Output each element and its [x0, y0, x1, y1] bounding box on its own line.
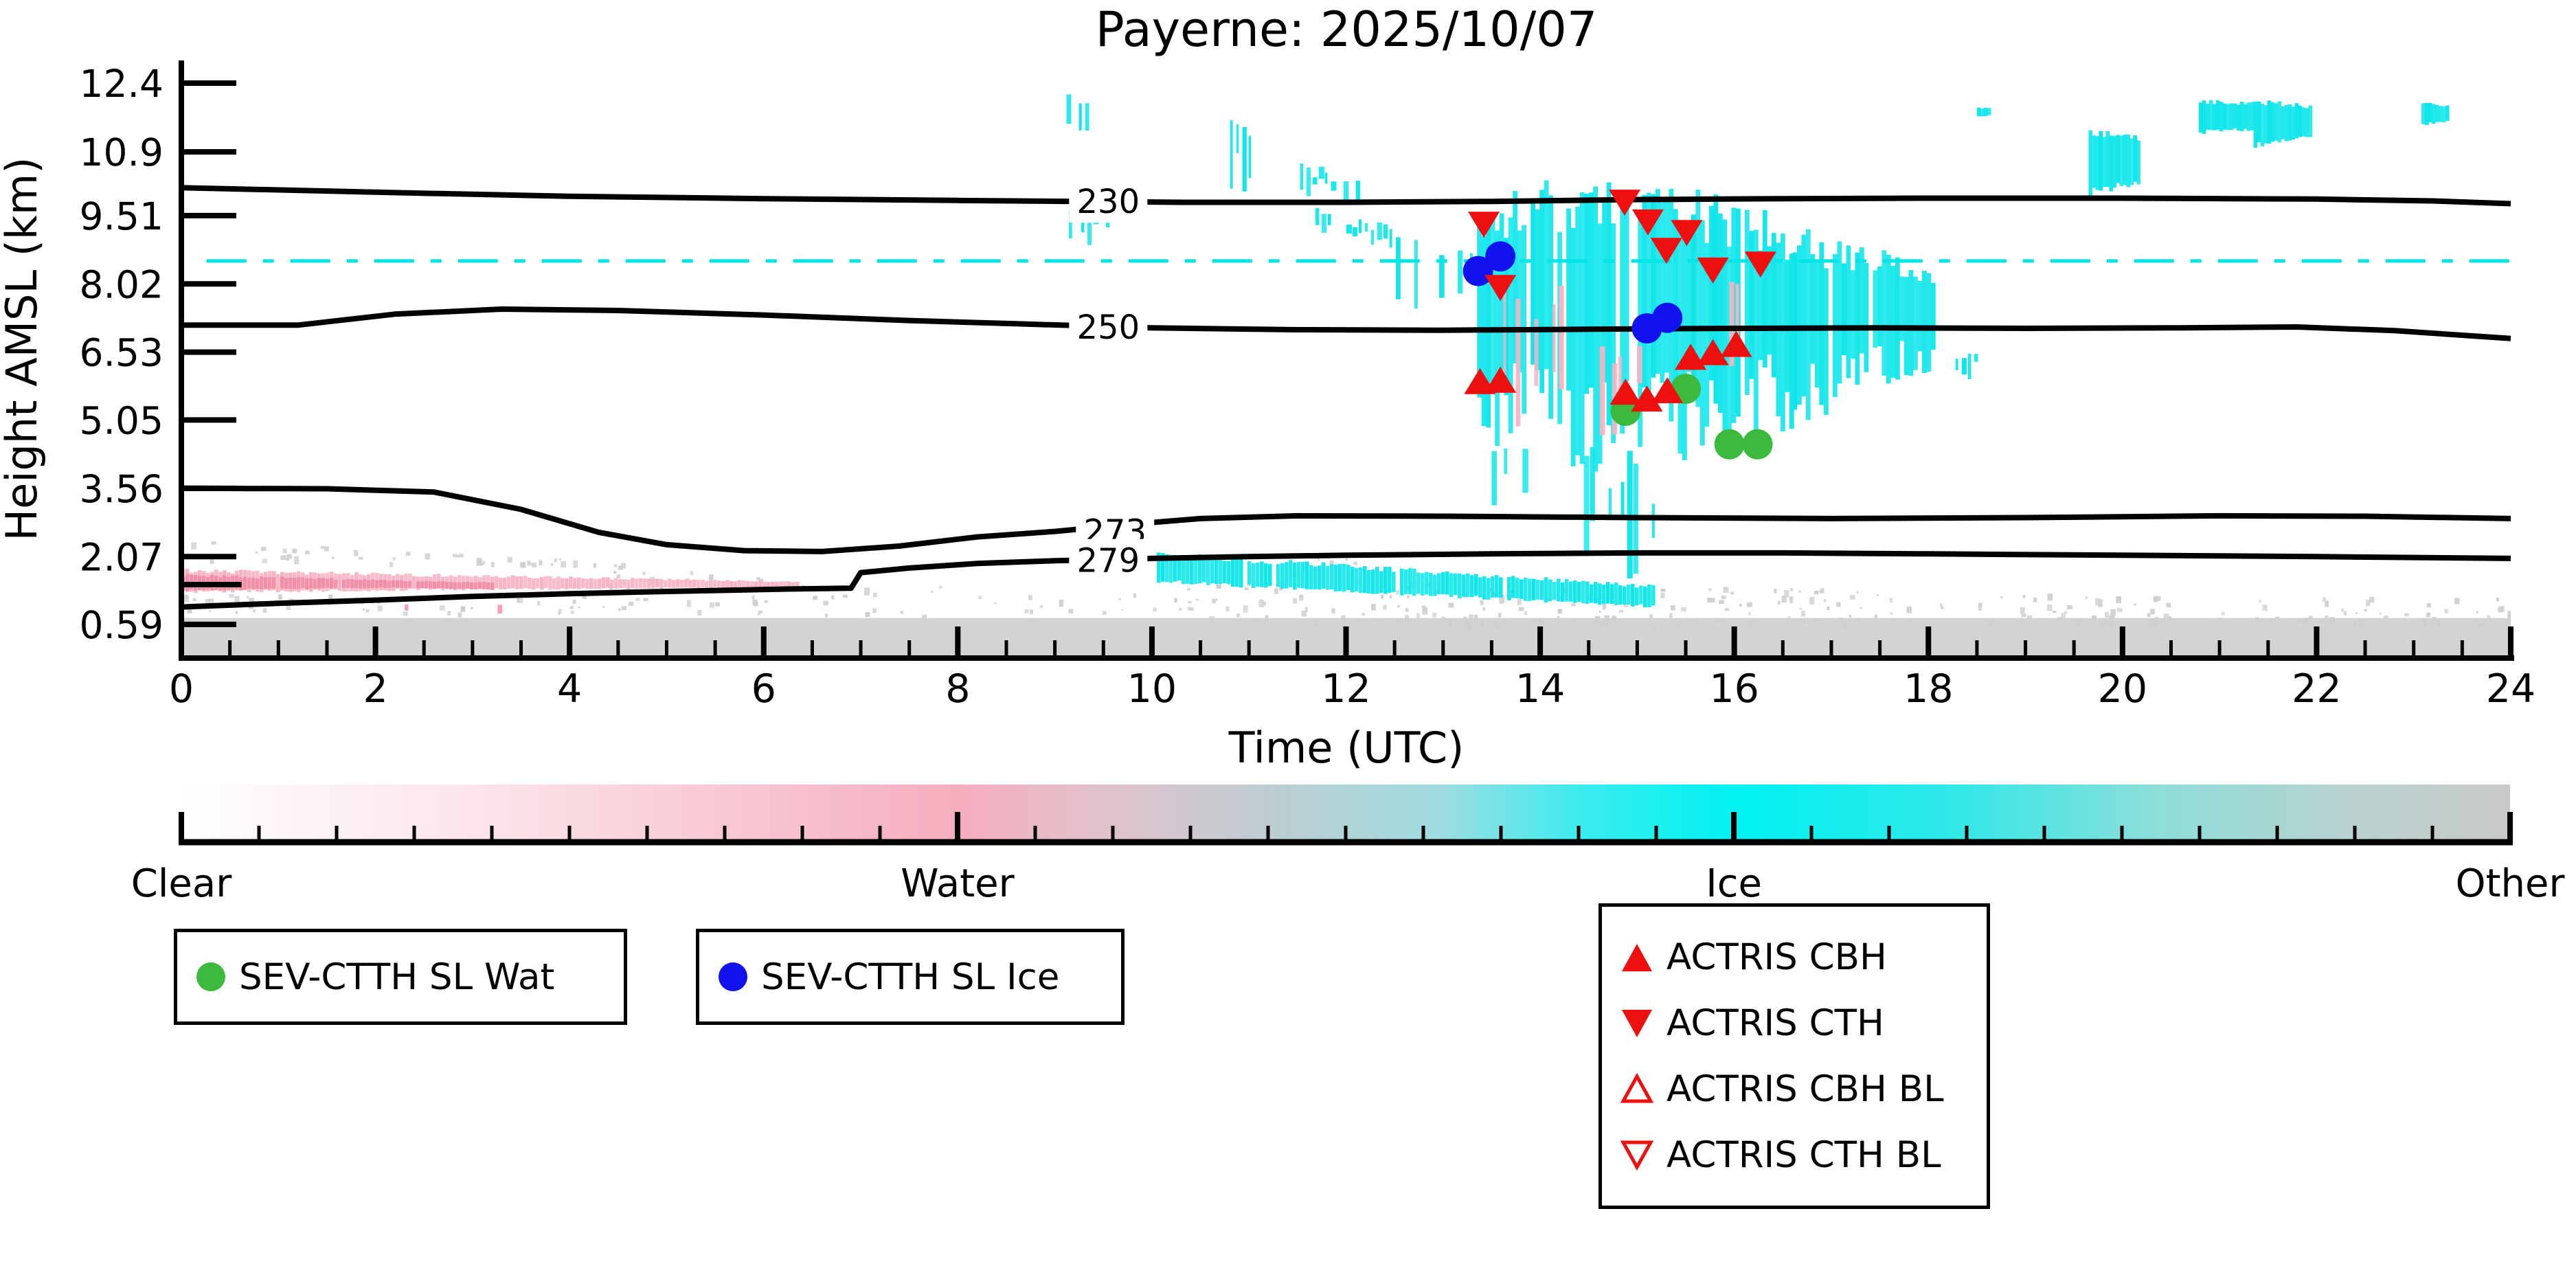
legend-label: SEV-CTTH SL Wat: [239, 956, 555, 998]
x-tick-label: 0: [169, 666, 194, 712]
cloud-classification-field: [183, 94, 2511, 655]
x-tick-label: 14: [1515, 666, 1566, 712]
triangle-down-filled-icon: [1622, 1009, 1652, 1037]
legend-actris: ACTRIS CBH ACTRIS CTH ACTRIS CBH BL ACTR…: [1598, 903, 1990, 1209]
legend-sev-ctth-ice: SEV-CTTH SL Ice: [696, 929, 1125, 1025]
triangle-up-filled-icon: [1622, 943, 1652, 971]
legend-row-actris-cth-bl: ACTRIS CTH BL: [1602, 1122, 1987, 1188]
legend-label: ACTRIS CTH: [1667, 1002, 1884, 1045]
y-tick-label: 2.07: [80, 535, 163, 579]
colorbar-label: Water: [901, 861, 1015, 906]
x-tick-label: 6: [752, 666, 776, 712]
x-tick-label: 16: [1709, 666, 1759, 712]
green-dot-icon: [196, 962, 225, 991]
isotherm-279: [181, 550, 2511, 610]
y-tick-label: 12.4: [80, 62, 163, 106]
x-tick-label: 18: [1903, 666, 1954, 712]
colorbar-label: Ice: [1706, 861, 1762, 906]
triangle-down-open-icon: [1620, 1140, 1654, 1171]
page-title: Payerne: 2025/10/07: [1095, 1, 1598, 58]
isotherm-label-250: 250: [1077, 308, 1140, 347]
y-tick-label: 8.02: [80, 262, 163, 306]
x-tick-label: 8: [945, 666, 970, 712]
legend-label: SEV-CTTH SL Ice: [761, 956, 1060, 998]
legend-label: ACTRIS CTH BL: [1667, 1133, 1941, 1176]
y-tick-label: 3.56: [80, 467, 163, 511]
x-tick-label: 4: [557, 666, 582, 712]
y-tick-label: 6.53: [80, 331, 163, 375]
x-axis-title: Time (UTC): [1228, 723, 1465, 773]
isotherm-label-279: 279: [1077, 542, 1140, 580]
y-tick-label: 9.51: [80, 194, 163, 238]
x-tick-label: 20: [2098, 666, 2148, 712]
axes: 0 2 4 6 8 10 12 14 16 18 20 22 2412.410.99.518.026.5…: [80, 60, 2536, 712]
marker-series-actris-cth: [1468, 190, 1776, 302]
x-tick-label: 12: [1321, 666, 1371, 712]
marker-series-actris-cbh: [1464, 330, 1752, 412]
isotherm-273: [181, 485, 2511, 554]
x-tick-label: 10: [1127, 666, 1177, 712]
marker-series-sev-ctth-sl-ice: [1462, 241, 1683, 343]
legend-sev-ctth-wat: SEV-CTTH SL Wat: [174, 929, 627, 1025]
legend-label: ACTRIS CBH BL: [1667, 1067, 1944, 1110]
x-tick-label: 24: [2486, 666, 2536, 712]
isotherm-label-230: 230: [1077, 183, 1140, 221]
y-tick-label: 5.05: [80, 398, 163, 442]
y-tick-label: 0.59: [80, 603, 163, 647]
x-tick-label: 22: [2292, 666, 2342, 712]
legend-row-actris-cbh-bl: ACTRIS CBH BL: [1602, 1057, 1987, 1122]
x-tick-label: 2: [363, 666, 387, 712]
legend-label: ACTRIS CBH: [1667, 936, 1887, 979]
colorbar: Clear Water Ice Other: [131, 784, 2565, 906]
triangle-up-open-icon: [1620, 1073, 1654, 1103]
colorbar-label: Other: [2455, 861, 2565, 906]
overlay-markers: [1462, 190, 1776, 460]
isotherm-230: [181, 185, 2511, 207]
legend-row-actris-cbh: ACTRIS CBH: [1602, 925, 1987, 991]
y-tick-label: 10.9: [80, 131, 163, 174]
colorbar-label: Clear: [131, 861, 232, 906]
isotherm-250: [181, 306, 2511, 341]
legend-row-actris-cth: ACTRIS CTH: [1602, 991, 1987, 1057]
blue-dot-icon: [719, 962, 747, 991]
